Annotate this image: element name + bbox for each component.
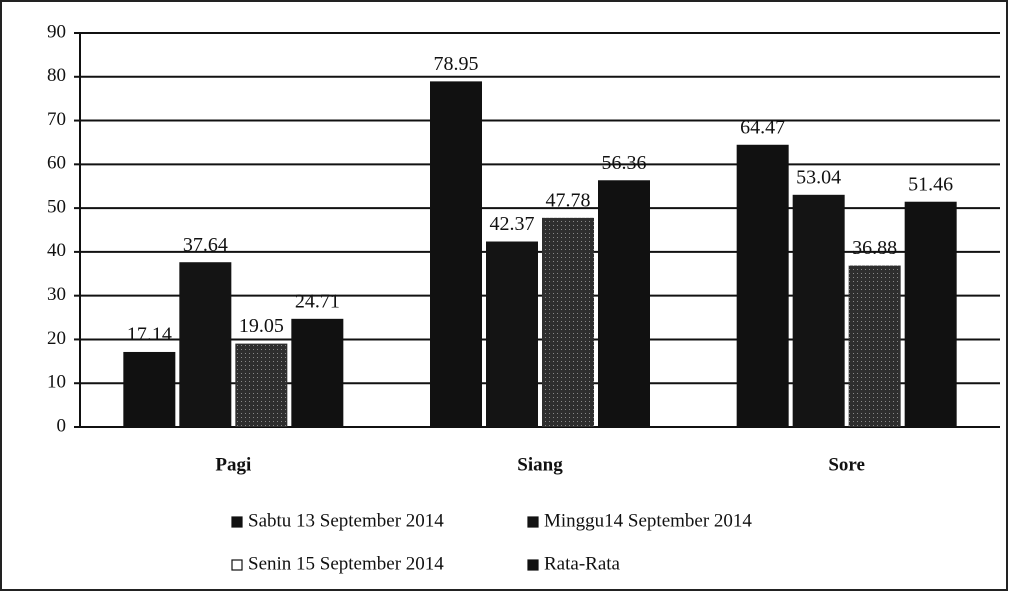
- legend-swatch: [527, 559, 539, 571]
- data-label: 47.78: [546, 189, 591, 211]
- y-tick-label: 30: [47, 284, 66, 305]
- data-label: 53.04: [796, 166, 841, 188]
- data-label: 36.88: [852, 237, 897, 259]
- bar: [792, 194, 845, 427]
- bar: [904, 201, 957, 427]
- bar: [291, 318, 344, 427]
- bar: [542, 217, 594, 427]
- y-tick-label: 10: [47, 372, 66, 393]
- data-label: 56.36: [602, 152, 647, 174]
- legend-swatch: [527, 516, 539, 528]
- bar: [848, 265, 901, 427]
- y-tick-label: 60: [47, 153, 66, 174]
- x-tick-label: Siang: [517, 454, 563, 475]
- bar: [486, 241, 538, 427]
- data-label: 51.46: [908, 173, 953, 195]
- data-label: 42.37: [490, 213, 535, 235]
- y-tick-label: 50: [47, 196, 66, 217]
- data-label: 24.71: [295, 290, 340, 312]
- data-label: 64.47: [740, 116, 785, 138]
- y-tick-label: 40: [47, 240, 66, 261]
- bar: [430, 81, 482, 427]
- legend-swatch: [231, 516, 243, 528]
- legend-label: Senin 15 September 2014: [248, 553, 444, 574]
- bar: [736, 144, 789, 428]
- y-tick-label: 80: [47, 65, 66, 86]
- legend-label: Minggu14 September 2014: [544, 510, 752, 531]
- legend-swatch: [231, 559, 243, 571]
- legend-label: Sabtu 13 September 2014: [248, 510, 444, 531]
- legend-label: Rata-Rata: [544, 553, 621, 574]
- x-tick-label: Sore: [828, 454, 865, 475]
- y-tick-label: 0: [57, 415, 67, 436]
- bar: [598, 180, 650, 427]
- data-label: 17.14: [127, 324, 172, 346]
- y-tick-label: 20: [47, 328, 66, 349]
- data-label: 78.95: [434, 53, 479, 75]
- bar: [179, 262, 232, 427]
- data-label: 37.64: [183, 234, 228, 256]
- y-tick-label: 70: [47, 109, 66, 130]
- x-tick-label: Pagi: [215, 454, 251, 475]
- bar: [235, 343, 288, 427]
- bar: [123, 351, 176, 427]
- data-label: 19.05: [239, 315, 284, 337]
- y-tick-label: 90: [47, 21, 66, 42]
